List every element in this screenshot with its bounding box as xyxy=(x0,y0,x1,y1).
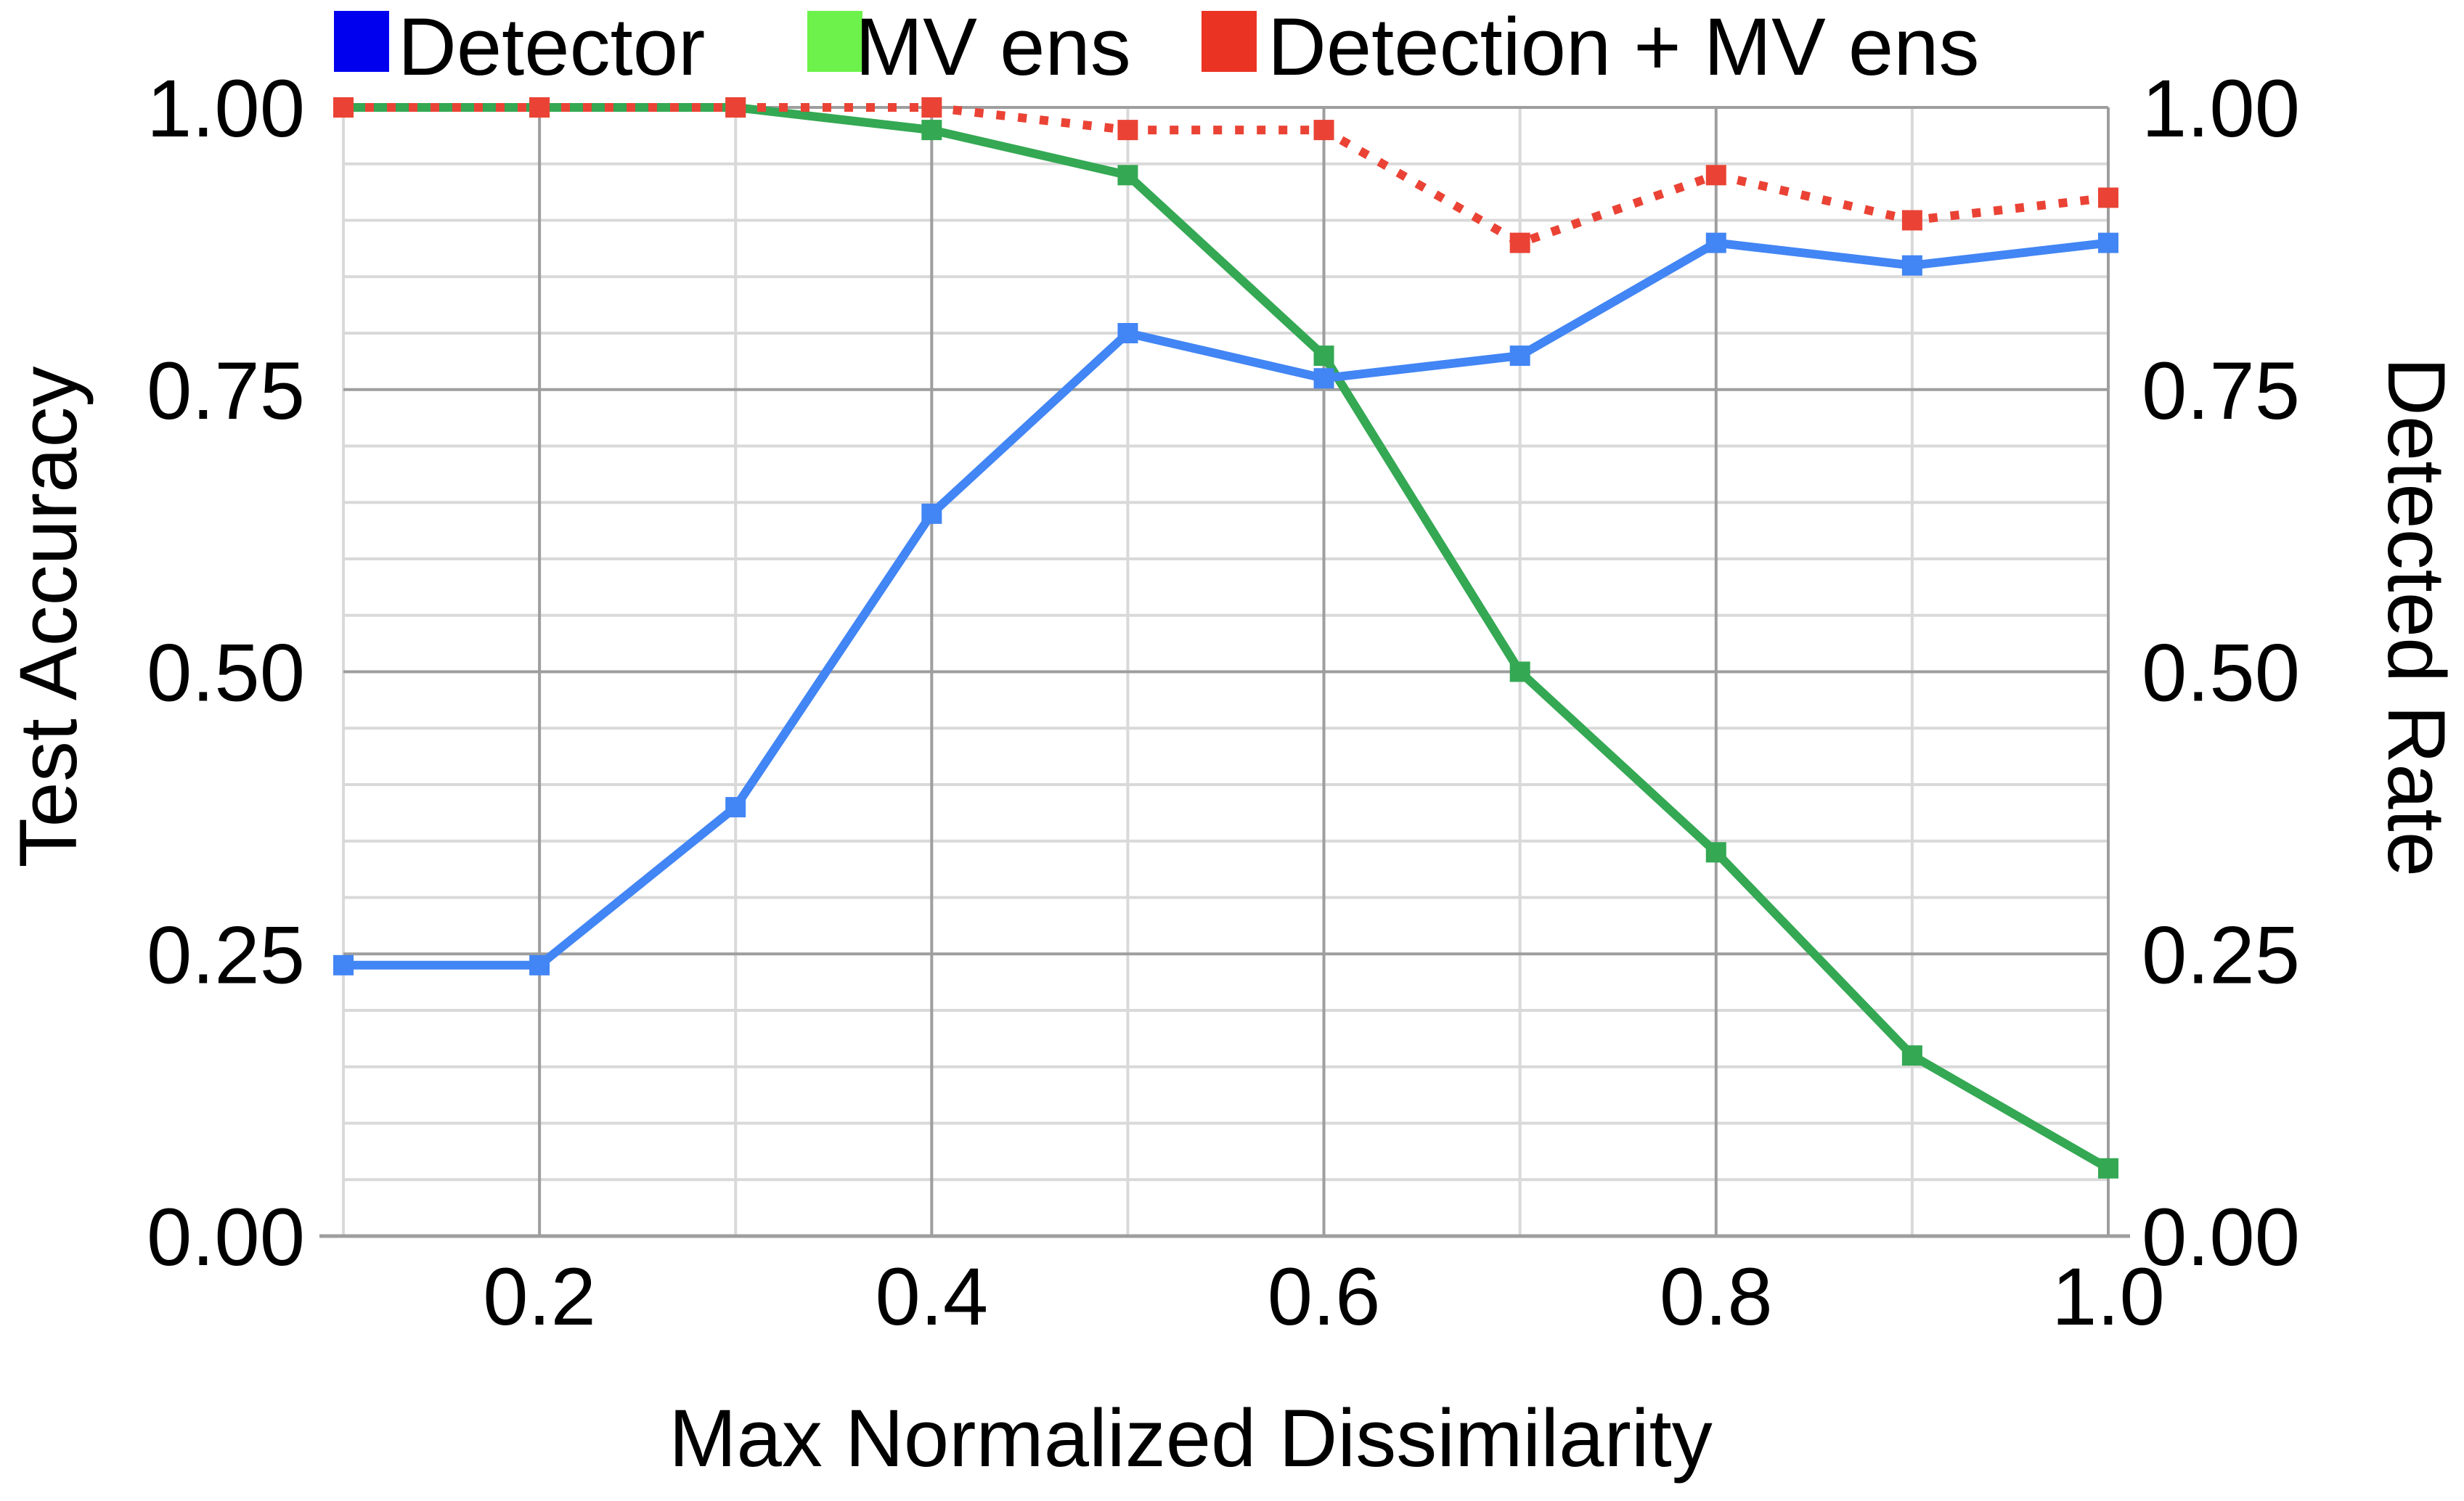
data-point-marker xyxy=(333,97,354,118)
x-tick-label: 0.4 xyxy=(875,1251,988,1342)
data-point-marker xyxy=(1117,323,1138,343)
y-tick-label: 0.00 xyxy=(147,1192,305,1283)
x-tick-label: 0.6 xyxy=(1268,1251,1381,1342)
data-point-marker xyxy=(1509,661,1530,682)
data-point-marker xyxy=(529,97,550,118)
legend-label: Detector xyxy=(398,1,705,92)
y2-tick-label: 0.00 xyxy=(2142,1192,2300,1283)
y2-axis-title: Detected Rate xyxy=(2371,357,2462,877)
series-line xyxy=(343,103,2109,248)
legend-label: MV ens xyxy=(855,1,1131,92)
data-point-marker xyxy=(1509,345,1530,367)
series-detection-mv-ens xyxy=(333,97,2118,253)
y2-tick-label: 0.25 xyxy=(2142,909,2300,1000)
data-point-marker xyxy=(333,954,354,976)
data-point-marker xyxy=(1901,210,1922,231)
grid xyxy=(342,106,2110,1236)
y-tick-label: 0.75 xyxy=(147,345,305,436)
data-point-marker xyxy=(2098,187,2118,208)
x-tick-label: 1.0 xyxy=(2052,1251,2165,1342)
series-line xyxy=(343,238,2109,970)
data-point-marker xyxy=(921,503,942,524)
data-point-marker xyxy=(1313,345,1334,367)
y2-tick-label: 1.00 xyxy=(2142,63,2300,154)
data-point-marker xyxy=(1705,232,1726,253)
data-point-marker xyxy=(1901,255,1922,276)
y2-tick-label: 0.75 xyxy=(2142,345,2300,436)
series-layer xyxy=(333,97,2118,1179)
data-point-marker xyxy=(725,97,746,118)
data-point-marker xyxy=(1117,120,1138,141)
x-axis-title: Max Normalized Dissimilarity xyxy=(669,1393,1713,1484)
data-point-marker xyxy=(1313,120,1334,141)
data-point-marker xyxy=(921,97,942,118)
data-point-marker xyxy=(1509,232,1530,253)
data-point-marker xyxy=(2098,232,2118,253)
tick-labels: 0.2 0.4 0.6 0.8 1.00.000.250.500.751.000.000… xyxy=(147,63,2300,1342)
y2-tick-label: 0.50 xyxy=(2142,628,2300,719)
legend-swatch xyxy=(807,11,862,72)
y-tick-label: 0.25 xyxy=(147,909,305,1000)
series-detector xyxy=(333,232,2118,976)
legend: Detector MV ens Detection + MV ens xyxy=(334,1,1980,92)
y-tick-label: 1.00 xyxy=(147,63,305,154)
legend-swatch xyxy=(1202,11,1257,72)
y-tick-label: 0.50 xyxy=(147,628,305,719)
data-point-marker xyxy=(2098,1158,2118,1179)
data-point-marker xyxy=(1117,165,1138,186)
data-point-marker xyxy=(1901,1045,1922,1066)
legend-label: Detection + MV ens xyxy=(1268,1,1980,92)
x-tick-label: 0.2 xyxy=(483,1251,596,1342)
x-tick-label: 0.8 xyxy=(1660,1251,1773,1342)
series-line xyxy=(343,103,2110,1172)
data-point-marker xyxy=(1313,368,1334,389)
legend-swatch xyxy=(334,11,389,72)
data-point-marker xyxy=(725,797,746,818)
data-point-marker xyxy=(529,954,550,976)
data-point-marker xyxy=(921,120,942,141)
y-axis-title: Test Accuracy xyxy=(3,367,94,868)
data-point-marker xyxy=(1705,842,1726,863)
data-point-marker xyxy=(1705,165,1726,186)
